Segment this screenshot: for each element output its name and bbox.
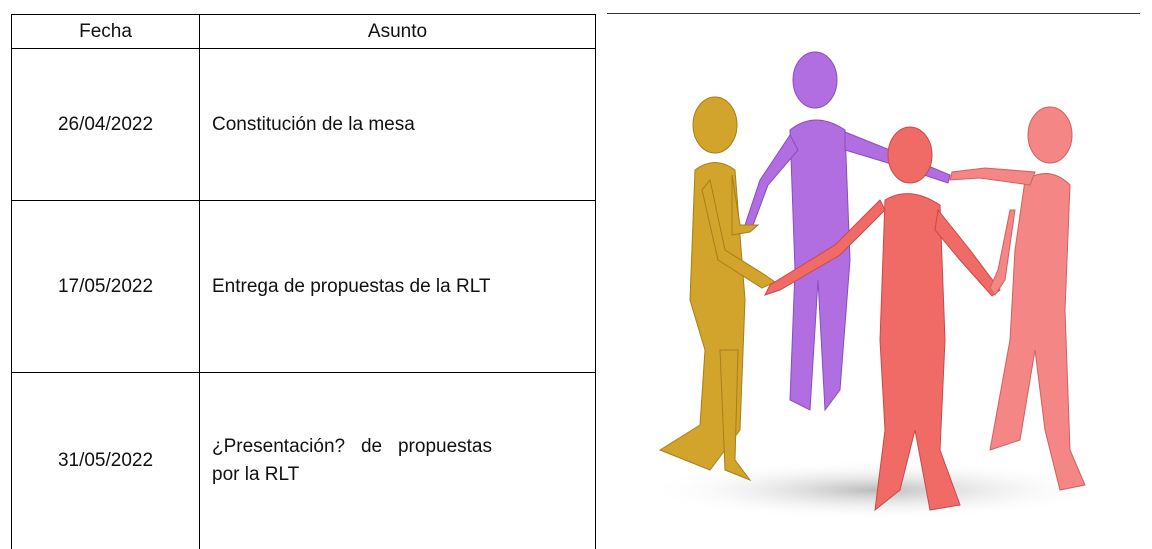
table-row: 17/05/2022 Entrega de propuestas de la RL… bbox=[11, 200, 596, 373]
date-cell: 31/05/2022 bbox=[11, 372, 200, 549]
header-cell: Asunto bbox=[199, 14, 596, 49]
table-row: 31/05/2022 ¿Presentación? de propuestas p… bbox=[11, 372, 596, 549]
date-cell: 17/05/2022 bbox=[11, 200, 200, 373]
date-cell: 26/04/2022 bbox=[11, 48, 200, 201]
table-row: 26/04/2022 Constitución de la mesa bbox=[11, 48, 596, 201]
header-cell: Fecha bbox=[11, 14, 200, 49]
subject-cell: ¿Presentación? de propuestas por la RLT bbox=[199, 372, 596, 549]
subject-cell: Entrega de propuestas de la RLT bbox=[199, 200, 596, 373]
schedule-table: Fecha Asunto 26/04/2022 Constitución de la … bbox=[11, 14, 596, 549]
rule bbox=[607, 13, 1140, 14]
subject-cell: Constitución de la mesa bbox=[199, 48, 596, 201]
header-row: Fecha Asunto bbox=[11, 14, 596, 49]
subject-text: Constitución de la mesa bbox=[212, 113, 415, 135]
illustration bbox=[645, 51, 1105, 520]
subject-text: Entrega de propuestas de la RLT bbox=[212, 275, 491, 297]
subject-text: ¿Presentación? de propuestas por la RLT bbox=[212, 436, 492, 486]
